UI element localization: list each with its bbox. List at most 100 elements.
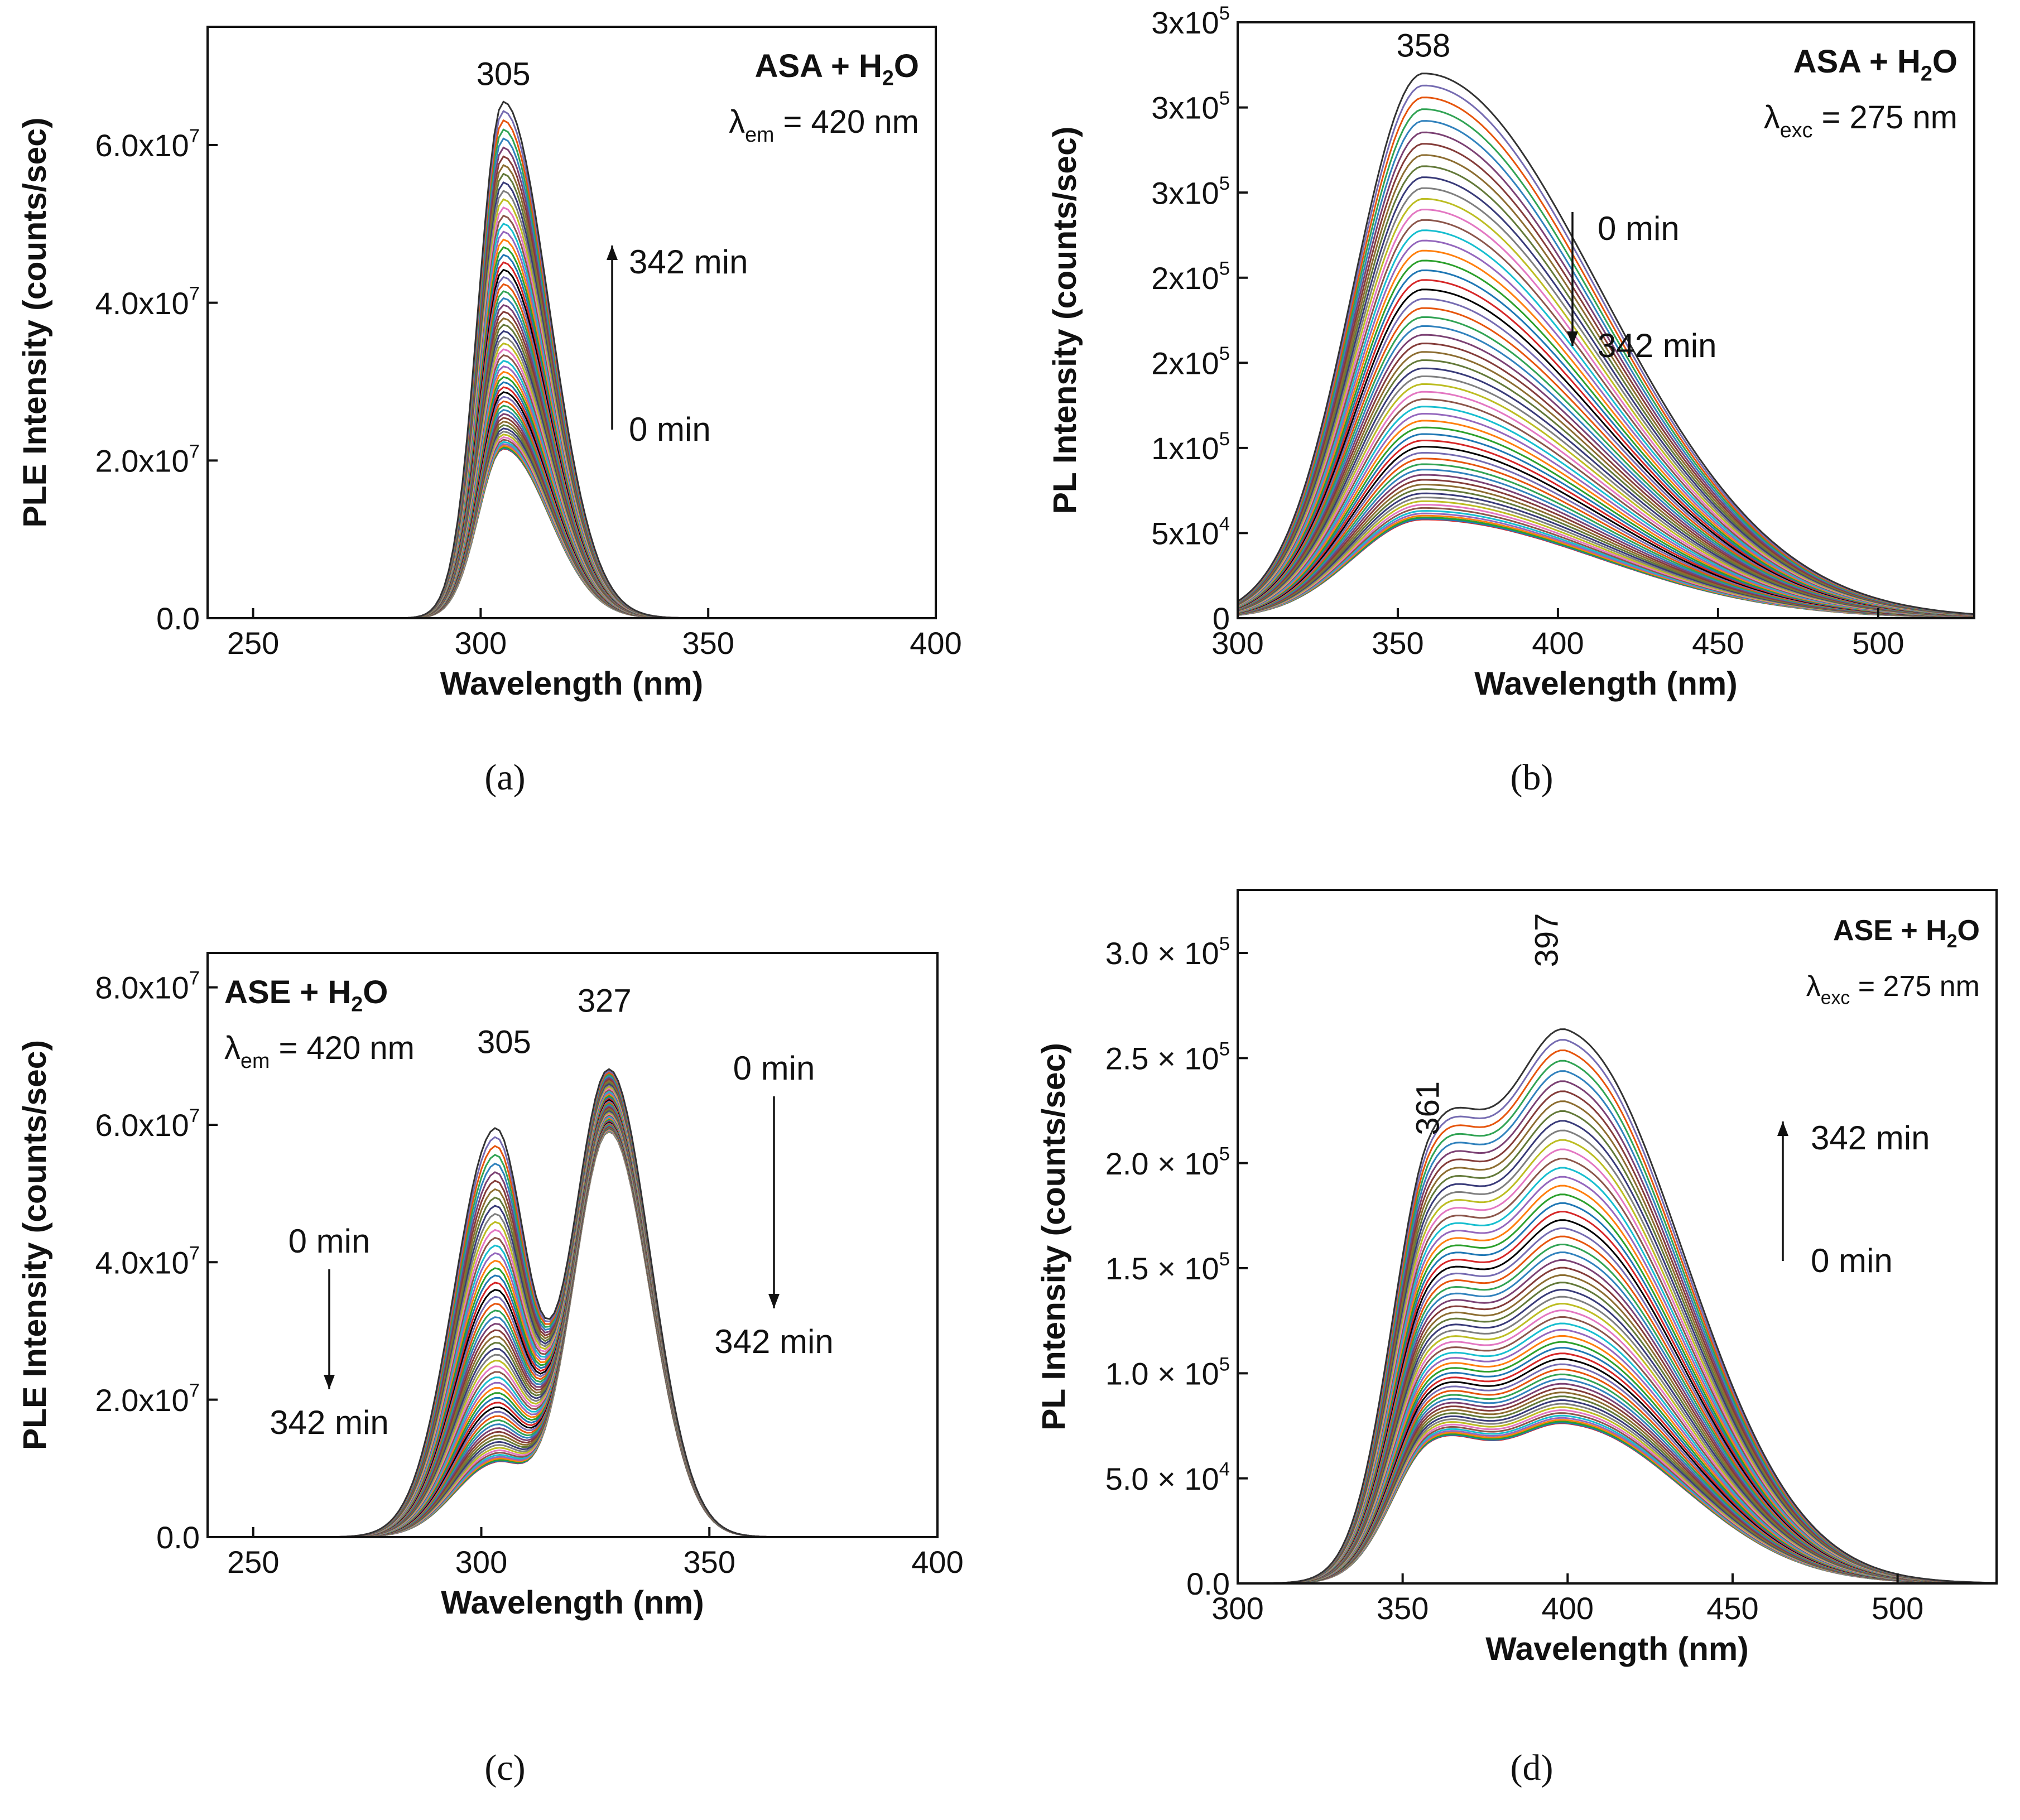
y-tick-label: 3x105: [1151, 173, 1230, 210]
series-line-52: [1238, 1110, 1997, 1583]
series-line-51: [1238, 1120, 1997, 1583]
y-tick-label: 0.0: [1186, 1566, 1230, 1601]
series-line-56: [208, 1075, 937, 1537]
plot-frame: [1237, 21, 1975, 619]
x-tick-label: 400: [1542, 1591, 1594, 1626]
y-tick-label: 5x104: [1151, 513, 1230, 551]
chart-panel-d: 300 350 400 450 500 0.0 5.0 × 104 1.0 × 105 1.5 …: [1036, 889, 1998, 1667]
series-line-48: [208, 1087, 937, 1537]
series-line-53: [1238, 1100, 1997, 1583]
series-line-36: [208, 1103, 937, 1537]
series-group: [208, 1068, 937, 1537]
panel-label: (a): [484, 757, 525, 798]
y-tick-label: 0.0: [156, 1520, 200, 1555]
series-line-50: [1238, 1129, 1997, 1583]
x-axis-title: Wavelength (nm): [1485, 1631, 1748, 1667]
condition-label: λem = 420 nm: [729, 104, 919, 146]
time-arrow-head: [1567, 331, 1578, 346]
y-axis-title: PL Intensity (counts/sec): [1036, 1043, 1072, 1431]
y-tick-label: 8.0x107: [95, 968, 200, 1005]
peak-label: 358: [1396, 28, 1450, 64]
y-axis-title: PLE Intensity (counts/sec): [17, 117, 53, 527]
y-tick-label: 2x105: [1151, 343, 1230, 381]
y-axis-title: PL Intensity (counts/sec): [1047, 127, 1083, 514]
x-tick-label: 350: [684, 1544, 735, 1580]
series-line-60: [1238, 1028, 1997, 1583]
series-line-44: [208, 1092, 937, 1537]
y-tick-label: 2.0x107: [95, 441, 200, 478]
y-tick-label: 1.0 × 105: [1105, 1354, 1230, 1391]
time-label-start: 0 min: [1811, 1242, 1893, 1279]
series-line-51: [208, 1082, 937, 1537]
x-tick-label: 300: [455, 1544, 507, 1580]
series-line-46: [1238, 1167, 1997, 1583]
x-tick-label: 300: [455, 625, 507, 661]
y-tick-label: 2x105: [1151, 258, 1230, 296]
x-tick-label: 500: [1872, 1591, 1923, 1626]
series-line-52: [208, 1081, 937, 1537]
y-tick-label: 1.5 × 105: [1105, 1249, 1230, 1286]
y-tick-label: 6.0x107: [95, 1105, 200, 1143]
plot-frame: [206, 952, 939, 1538]
series-line-59: [208, 1070, 937, 1537]
series-line-39: [208, 1099, 937, 1537]
sample-title: ASE + H2O: [224, 974, 388, 1016]
series-line-58: [208, 1071, 937, 1537]
series-line-60: [208, 100, 936, 618]
time-label-start: 0 min: [288, 1222, 371, 1260]
time-label-start: 0 min: [1598, 210, 1680, 247]
time-arrow-head: [324, 1375, 335, 1389]
x-tick-label: 350: [1372, 625, 1423, 661]
peak-label: 305: [477, 56, 531, 92]
time-arrow-head: [1777, 1121, 1788, 1136]
x-tick-label: 500: [1852, 625, 1904, 661]
panel-label: (c): [484, 1747, 525, 1788]
series-line-60: [1238, 73, 1974, 615]
series-line-46: [208, 1090, 937, 1537]
x-tick-label: 450: [1692, 625, 1744, 661]
time-label-end: 342 min: [270, 1404, 388, 1441]
series-line-45: [208, 1091, 937, 1537]
series-line-37: [208, 1102, 937, 1537]
time-label-end: 342 min: [629, 243, 748, 281]
y-tick-label: 2.5 × 105: [1105, 1038, 1230, 1076]
plot-frame: [1237, 889, 1998, 1585]
y-tick-label: 2.0x107: [95, 1380, 200, 1418]
time-label-end: 342 min: [1598, 327, 1716, 364]
x-tick-label: 400: [910, 625, 961, 661]
panel-label: (d): [1511, 1747, 1554, 1788]
series-line-40: [208, 1098, 937, 1537]
series-line-42: [208, 1095, 937, 1537]
series-line-34: [208, 1106, 937, 1537]
condition-label: λexc = 275 nm: [1806, 970, 1980, 1009]
y-tick-label: 4.0x107: [95, 283, 200, 321]
y-tick-label: 5.0 × 104: [1105, 1459, 1230, 1496]
series-line-54: [208, 1077, 937, 1537]
peak-label: 361: [1410, 1081, 1446, 1135]
y-tick-label: 0.0: [156, 601, 200, 636]
x-tick-label: 450: [1706, 1591, 1758, 1626]
plot-frame: [206, 26, 937, 619]
series-line-50: [208, 1084, 937, 1537]
y-tick-label: 3x105: [1151, 3, 1230, 40]
series-group: [1238, 1028, 1997, 1583]
y-tick-label: 1x105: [1151, 428, 1230, 466]
series-line-40: [208, 268, 936, 618]
series-group: [208, 100, 936, 618]
series-line-60: [208, 1068, 937, 1537]
peak-label: 305: [477, 1024, 531, 1060]
x-axis-title: Wavelength (nm): [1474, 666, 1737, 702]
series-line-53: [208, 1079, 937, 1537]
condition-label: λem = 420 nm: [224, 1030, 415, 1072]
x-tick-label: 350: [682, 625, 734, 661]
series-line-41: [208, 261, 936, 618]
time-arrow-head: [607, 245, 618, 260]
x-tick-label: 250: [227, 1544, 279, 1580]
x-tick-label: 300: [1211, 625, 1263, 661]
x-axis-title: Wavelength (nm): [440, 666, 703, 702]
condition-label: λexc = 275 nm: [1764, 99, 1958, 142]
series-line-35: [208, 1104, 937, 1537]
peak-label: 327: [578, 983, 632, 1019]
sample-title: ASA + H2O: [1793, 44, 1958, 85]
